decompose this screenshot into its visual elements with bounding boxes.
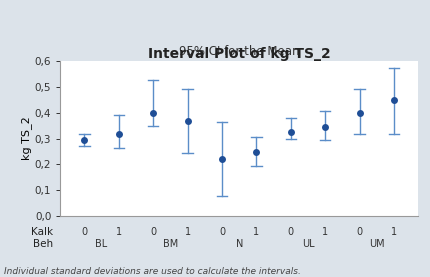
Text: Kalk: Kalk [31, 227, 53, 237]
Text: BM: BM [163, 239, 178, 249]
Text: 0: 0 [81, 227, 87, 237]
Text: 1: 1 [116, 227, 122, 237]
Text: 1: 1 [390, 227, 396, 237]
Text: UL: UL [301, 239, 313, 249]
Text: 1: 1 [321, 227, 328, 237]
Title: Interval Plot of kg TS_2: Interval Plot of kg TS_2 [147, 47, 330, 61]
Text: 0: 0 [150, 227, 156, 237]
Text: 1: 1 [253, 227, 259, 237]
Text: BL: BL [95, 239, 108, 249]
Text: 0: 0 [218, 227, 224, 237]
Text: Individual standard deviations are used to calculate the intervals.: Individual standard deviations are used … [4, 267, 301, 276]
Text: Beh: Beh [33, 239, 53, 249]
Text: 1: 1 [184, 227, 190, 237]
Text: 0: 0 [287, 227, 293, 237]
Text: 95% CI for the Mean: 95% CI for the Mean [178, 45, 299, 58]
Y-axis label: kg TS_2: kg TS_2 [21, 117, 32, 160]
Text: UM: UM [368, 239, 384, 249]
Text: N: N [235, 239, 243, 249]
Text: 0: 0 [356, 227, 362, 237]
